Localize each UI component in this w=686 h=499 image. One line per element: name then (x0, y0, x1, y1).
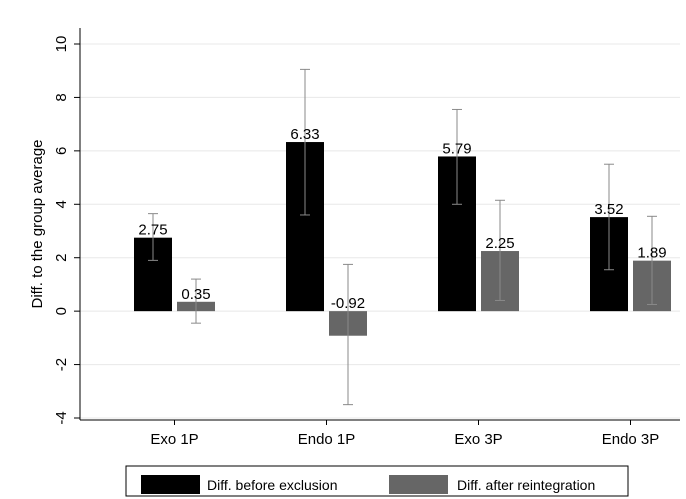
data-label: 3.52 (594, 201, 623, 218)
legend-swatch-after (389, 475, 448, 494)
x-tick-label: Endo 3P (602, 431, 660, 448)
y-tick-label: 0 (53, 307, 70, 315)
legend-label-after: Diff. after reintegration (457, 477, 595, 493)
y-tick-label: 10 (53, 36, 70, 53)
x-tick-label: Endo 1P (298, 431, 356, 448)
legend-frame (125, 465, 629, 497)
data-label: 2.25 (485, 235, 514, 252)
x-tick-labels: Exo 1P Endo 1P Exo 3P Endo 3P (150, 420, 659, 448)
legend: Diff. before exclusion Diff. after reint… (125, 465, 629, 497)
data-label: 1.89 (637, 245, 666, 262)
y-ticks: -4 -2 0 2 4 6 8 10 (53, 36, 80, 425)
y-tick-label: 8 (53, 93, 70, 101)
legend-swatch-before (141, 475, 200, 494)
axes (79, 28, 680, 421)
data-label: 6.33 (290, 126, 319, 143)
data-label: 0.35 (181, 286, 210, 303)
y-tick-label: 2 (53, 254, 70, 262)
data-label: 2.75 (138, 222, 167, 239)
y-tick-label: 4 (53, 200, 70, 208)
y-axis-title: Diff. to the group average (29, 140, 46, 309)
x-tick-label: Exo 1P (150, 431, 198, 448)
y-tick-label: 6 (53, 147, 70, 155)
data-label: -0.92 (331, 295, 365, 312)
legend-label-before: Diff. before exclusion (207, 477, 337, 493)
y-tick-label: -2 (53, 358, 70, 371)
y-tick-label: -4 (53, 411, 70, 424)
x-tick-label: Exo 3P (454, 431, 502, 448)
data-label: 5.79 (442, 140, 471, 157)
bars: 2.75 0.35 6.33 -0.92 5.79 2.25 3.52 1.89 (134, 68, 671, 406)
